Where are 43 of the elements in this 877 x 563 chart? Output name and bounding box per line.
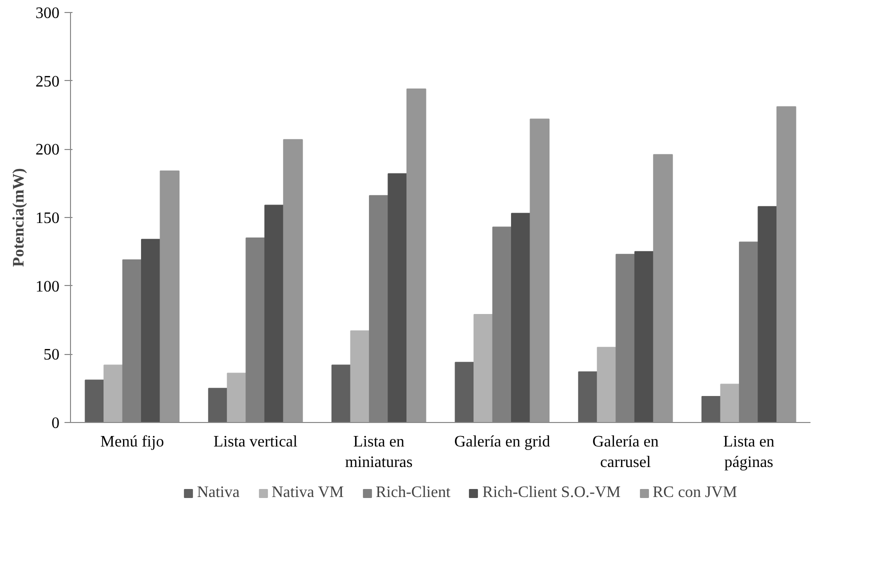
bar xyxy=(331,364,352,422)
x-tick-label: Lista vertical xyxy=(214,434,298,450)
bar xyxy=(530,118,550,422)
y-tick-label: 300 xyxy=(36,5,60,22)
legend-label: Rich-Client S.O.-VM xyxy=(482,484,621,502)
bar xyxy=(141,238,161,422)
x-tick-label: Galería en carrusel xyxy=(592,434,659,471)
legend-label: Nativa VM xyxy=(272,484,344,502)
bar xyxy=(350,330,370,422)
y-tick-label: 200 xyxy=(36,142,60,159)
bar xyxy=(406,88,426,422)
y-tick-label: 0 xyxy=(52,415,60,432)
bar xyxy=(776,106,796,422)
bar xyxy=(720,384,740,422)
x-tick-label: Lista en páginas xyxy=(723,434,774,471)
bar xyxy=(104,364,124,422)
x-tick-label: Lista en miniaturas xyxy=(345,434,413,471)
bar xyxy=(653,154,673,422)
y-tick-label: 150 xyxy=(36,210,60,227)
y-tick-label: 50 xyxy=(44,346,60,364)
bar xyxy=(701,396,722,422)
bar xyxy=(634,251,654,422)
bar xyxy=(208,388,228,422)
bar xyxy=(578,371,598,422)
legend-label: Nativa xyxy=(196,484,240,502)
bar xyxy=(226,372,247,422)
bar xyxy=(596,346,617,422)
bar xyxy=(758,206,778,422)
bar xyxy=(84,380,105,422)
bar xyxy=(283,139,303,422)
bar xyxy=(388,173,408,422)
bar xyxy=(264,204,284,422)
legend-label: RC con JVM xyxy=(652,484,738,502)
y-tick-label: 100 xyxy=(36,278,60,296)
bar xyxy=(474,314,494,422)
x-tick-label: Galería en grid xyxy=(454,434,550,450)
bar xyxy=(160,170,180,422)
y-axis-title: Potencia(mW) xyxy=(10,168,28,267)
y-tick-label: 250 xyxy=(36,73,60,90)
bar xyxy=(511,212,531,422)
bar xyxy=(454,362,475,422)
legend-label: Rich-Client xyxy=(376,484,450,502)
x-tick-label: Menú fijo xyxy=(100,434,164,450)
